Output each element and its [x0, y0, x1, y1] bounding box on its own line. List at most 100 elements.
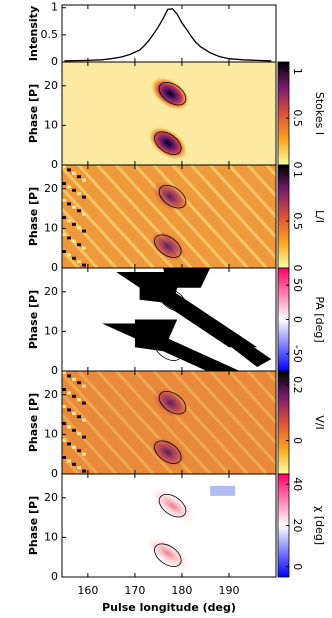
heat-band	[200, 323, 272, 368]
heat-stripe	[152, 165, 249, 268]
y-tick-label: 10	[44, 221, 58, 234]
colorbar-tick-label: 50	[291, 278, 304, 292]
y-tick-label: 20	[44, 182, 58, 195]
panel	[62, 474, 276, 577]
heat-noise	[77, 226, 81, 230]
heat-noise	[67, 459, 71, 463]
heat-noise	[67, 219, 71, 223]
y-axis-label: Phase [P]	[27, 187, 40, 246]
heat-noise	[82, 263, 86, 267]
heat-noise	[72, 222, 76, 226]
heat-noise	[62, 371, 66, 374]
heat-noise	[72, 462, 76, 466]
heat-stripe	[62, 185, 137, 268]
panel	[0, 371, 276, 474]
heat-noise	[77, 432, 81, 436]
x-tick-label: 170	[124, 584, 145, 597]
y-tick-label: 10	[44, 530, 58, 543]
y-tick-label: 10	[44, 118, 58, 131]
colorbar-label: L/I	[313, 210, 326, 223]
heat-noise	[62, 439, 66, 442]
heat-noise	[82, 452, 86, 456]
heat-noise	[67, 253, 71, 257]
heat-region	[152, 387, 188, 418]
colorbar-tick-label: 1	[291, 171, 304, 178]
heat-stripe	[171, 371, 268, 474]
heat-noise	[77, 466, 81, 470]
heat-noise	[77, 209, 81, 213]
heat-region	[154, 543, 182, 567]
heat-region	[154, 337, 182, 361]
heat-stripe	[62, 206, 118, 268]
heat-stripe	[190, 165, 276, 260]
panel-frame	[61, 4, 277, 63]
colorbar-tick-label: 1	[291, 68, 304, 75]
heat-stripe	[0, 371, 22, 474]
panel-frame	[61, 473, 277, 578]
heat-noise	[72, 428, 76, 432]
heat-noise	[72, 377, 76, 381]
heat-stripe	[133, 165, 231, 268]
colorbar-tick-label: -50	[291, 345, 304, 363]
heat-stripe	[246, 371, 276, 405]
heat-noise	[67, 391, 71, 395]
heat-noise	[72, 256, 76, 260]
colorbar-tick-label: 0.5	[291, 212, 304, 230]
heat-stripe	[152, 371, 249, 474]
heat-stripe	[62, 433, 99, 474]
colorbar-tick-label: 0	[291, 162, 304, 169]
heat-stripe	[190, 371, 276, 466]
heat-region	[154, 234, 182, 258]
colorbar-tick-label: 0	[291, 265, 304, 272]
heat-noise	[67, 185, 71, 189]
heat-noise	[67, 374, 71, 378]
heat-noise	[82, 418, 86, 422]
heat-region	[158, 493, 187, 518]
heat-noise	[77, 415, 81, 419]
heat-noise	[77, 260, 81, 264]
y-tick-label: 0	[51, 261, 58, 274]
heat-stripe	[171, 165, 268, 268]
y-tick-label: 0	[51, 158, 58, 171]
colorbar	[277, 370, 290, 475]
heat-stripe	[246, 165, 276, 199]
heat-noise	[67, 425, 71, 429]
heat-region	[147, 485, 199, 526]
heat-region	[152, 181, 188, 212]
heat-noise	[67, 202, 71, 206]
y-axis-label: Phase [P]	[27, 393, 40, 452]
heat-stripe	[209, 371, 276, 446]
heat-noise	[72, 188, 76, 192]
colorbar-label: χ [deg]	[313, 506, 326, 545]
y-tick-label: 20	[44, 388, 58, 401]
y-tick-label: 0	[51, 467, 58, 480]
heat-stripe	[62, 227, 99, 268]
panel	[0, 165, 276, 268]
colorbar	[277, 164, 290, 269]
heat-stripe	[133, 371, 231, 474]
heat-noise	[77, 449, 81, 453]
heat-noise	[77, 175, 81, 179]
heat-noise	[72, 445, 76, 449]
heat-stripe	[0, 165, 22, 268]
heat-stripe	[209, 165, 276, 240]
y-tick-label: 20	[44, 285, 58, 298]
heat-noise	[62, 165, 66, 168]
heat-region	[150, 437, 186, 468]
panel	[62, 62, 276, 165]
colorbar-tick-label: 0.5	[291, 109, 304, 127]
y-tick-label: 0	[51, 364, 58, 377]
y-tick-label: 10	[44, 427, 58, 440]
heat-noise	[67, 442, 71, 446]
heat-noise	[82, 195, 86, 199]
heat-region	[154, 131, 182, 155]
y-tick-label: 20	[44, 79, 58, 92]
heat-noise	[67, 236, 71, 240]
heat-noise	[62, 182, 66, 185]
heat-region	[158, 390, 187, 415]
heat-noise	[62, 456, 66, 459]
heat-band	[134, 319, 178, 352]
colorbar-label: V/I	[313, 415, 326, 429]
colorbar-label: Stokes I	[313, 92, 326, 135]
y-tick-label: 0.5	[41, 28, 59, 41]
